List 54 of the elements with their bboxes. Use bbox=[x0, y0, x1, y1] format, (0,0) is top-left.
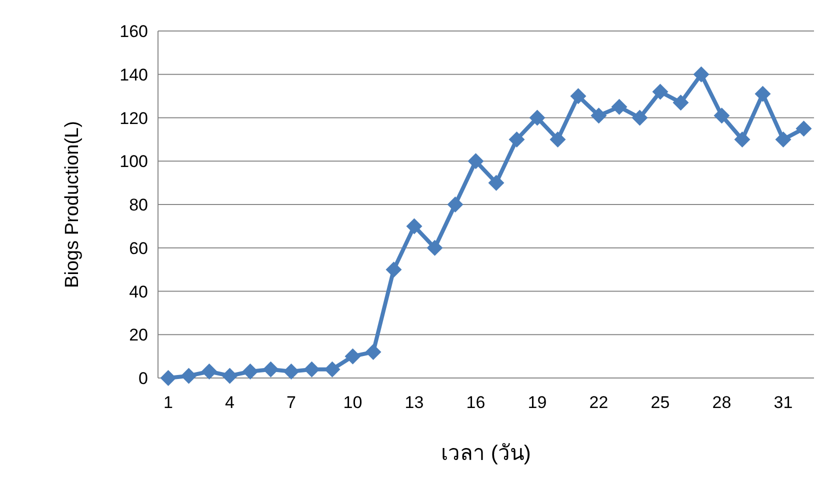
point bbox=[468, 153, 484, 170]
x-tick-label: 1 bbox=[164, 393, 173, 412]
x-tick-label: 19 bbox=[528, 393, 547, 412]
point bbox=[304, 361, 320, 378]
y-tick-label: 160 bbox=[120, 22, 148, 41]
point bbox=[283, 363, 300, 380]
point bbox=[714, 108, 730, 124]
y-tick-label: 100 bbox=[120, 152, 148, 172]
point bbox=[406, 218, 422, 234]
point bbox=[201, 363, 218, 380]
point bbox=[529, 110, 546, 126]
x-tick-label: 31 bbox=[774, 393, 793, 412]
point bbox=[508, 131, 525, 148]
point bbox=[488, 174, 504, 191]
point bbox=[324, 361, 340, 378]
point bbox=[632, 110, 648, 126]
point bbox=[775, 131, 792, 148]
y-tick-label: 140 bbox=[120, 65, 148, 84]
point bbox=[754, 86, 771, 102]
point bbox=[611, 98, 628, 115]
point bbox=[242, 363, 258, 380]
x-tick-label: 22 bbox=[589, 393, 608, 412]
x-tick-label: 25 bbox=[650, 393, 670, 412]
point bbox=[180, 368, 197, 384]
x-tick-label: 7 bbox=[286, 393, 296, 412]
point bbox=[365, 344, 382, 360]
x-tick-label: 13 bbox=[404, 393, 424, 412]
point bbox=[426, 240, 443, 256]
point bbox=[447, 196, 464, 212]
point bbox=[222, 368, 238, 384]
x-axis-title: เวลา (วัน) bbox=[441, 442, 531, 465]
point bbox=[590, 108, 607, 124]
y-axis-title: Biogs Production(L) bbox=[62, 121, 83, 288]
point bbox=[160, 370, 176, 386]
point bbox=[262, 361, 279, 378]
point bbox=[796, 120, 812, 137]
point bbox=[693, 66, 710, 82]
y-tick-label: 40 bbox=[129, 282, 148, 302]
y-tick-label: 20 bbox=[129, 326, 148, 345]
y-tick-label: 120 bbox=[120, 108, 148, 128]
x-tick-label: 10 bbox=[343, 393, 362, 412]
x-tick-label: 4 bbox=[225, 393, 234, 412]
x-tick-label: 16 bbox=[466, 393, 486, 412]
point bbox=[734, 131, 750, 148]
y-tick-label: 0 bbox=[138, 369, 148, 388]
point bbox=[386, 262, 402, 278]
y-tick-label: 60 bbox=[129, 238, 148, 258]
point bbox=[344, 348, 361, 364]
x-tick-label: 28 bbox=[712, 393, 732, 412]
point bbox=[672, 94, 689, 111]
point bbox=[570, 88, 586, 104]
point bbox=[550, 131, 566, 148]
point bbox=[652, 84, 668, 100]
y-tick-label: 80 bbox=[129, 196, 148, 214]
